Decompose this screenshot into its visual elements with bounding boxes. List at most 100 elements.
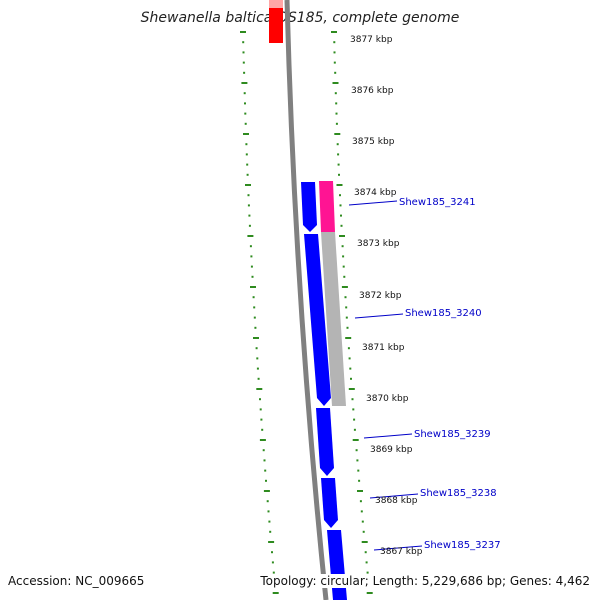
minor-tick xyxy=(248,214,251,217)
minor-tick xyxy=(337,153,340,156)
minor-tick xyxy=(248,224,251,227)
gene-arrow-3238[interactable] xyxy=(321,478,338,528)
minor-tick xyxy=(259,398,261,401)
major-tick xyxy=(334,133,341,135)
minor-tick xyxy=(243,71,246,74)
gene-label-3239[interactable]: Shew185_3239 xyxy=(414,429,491,440)
left-tick-track xyxy=(240,31,279,594)
minor-tick xyxy=(246,173,249,176)
major-tick xyxy=(272,592,279,594)
gene-arrow-3241[interactable] xyxy=(301,182,317,232)
gray-feature-band xyxy=(321,232,346,406)
kbp-label: 3870 kbp xyxy=(366,394,409,404)
minor-tick xyxy=(333,41,336,44)
minor-tick xyxy=(366,571,369,574)
kbp-label: 3876 kbp xyxy=(351,86,394,96)
minor-tick xyxy=(253,316,256,319)
minor-tick xyxy=(343,275,346,278)
kbp-label: 3877 kbp xyxy=(350,35,393,45)
minor-tick xyxy=(249,245,252,248)
minor-tick xyxy=(256,357,259,360)
minor-tick xyxy=(265,479,267,482)
major-tick xyxy=(268,541,275,543)
minor-tick xyxy=(360,510,363,513)
minor-tick xyxy=(342,265,345,268)
kbp-label: 3873 kbp xyxy=(357,239,400,249)
leader-line-3237 xyxy=(373,545,423,551)
major-tick xyxy=(259,439,266,441)
gene-arrow-3239[interactable] xyxy=(316,408,334,476)
minor-tick xyxy=(268,520,271,523)
minor-tick xyxy=(247,194,250,197)
minor-tick xyxy=(339,204,342,207)
minor-tick xyxy=(252,296,255,299)
gene-label-3241[interactable]: Shew185_3241 xyxy=(399,197,476,208)
kbp-label: 3871 kbp xyxy=(362,343,405,353)
minor-tick xyxy=(351,398,354,401)
minor-tick xyxy=(352,408,355,411)
minor-tick xyxy=(335,112,338,115)
minor-tick xyxy=(264,469,267,472)
minor-tick xyxy=(349,367,352,370)
minor-tick xyxy=(346,326,349,329)
minor-tick xyxy=(337,163,340,166)
kbp-label: 3867 kbp xyxy=(380,547,423,557)
major-tick xyxy=(336,184,343,186)
minor-tick xyxy=(256,367,259,370)
major-tick xyxy=(241,82,248,84)
minor-tick xyxy=(271,551,273,554)
minor-tick xyxy=(348,357,351,360)
minor-tick xyxy=(247,204,250,207)
minor-tick xyxy=(357,469,360,472)
minor-tick xyxy=(259,408,262,411)
gene-label-3238[interactable]: Shew185_3238 xyxy=(420,488,497,499)
minor-tick xyxy=(335,122,338,125)
major-tick xyxy=(332,82,339,84)
pink-feature-block[interactable] xyxy=(319,181,335,232)
gene-arrow-3240[interactable] xyxy=(304,234,331,406)
minor-tick xyxy=(272,571,275,574)
gene-arrow-3237[interactable] xyxy=(327,530,347,600)
major-tick xyxy=(366,592,373,594)
minor-tick xyxy=(353,428,356,431)
minor-tick xyxy=(243,92,246,95)
minor-tick xyxy=(253,306,256,309)
minor-tick xyxy=(246,163,249,166)
minor-tick xyxy=(269,530,272,533)
major-tick xyxy=(243,133,249,135)
minor-tick xyxy=(347,347,350,350)
minor-tick xyxy=(271,561,274,564)
minor-tick xyxy=(359,500,362,503)
minor-tick xyxy=(250,265,253,268)
major-tick xyxy=(348,388,355,390)
kbp-label: 3869 kbp xyxy=(370,445,413,455)
minor-tick xyxy=(242,41,245,44)
major-tick xyxy=(240,31,246,33)
right-tick-track xyxy=(331,31,373,594)
minor-tick xyxy=(245,153,248,156)
minor-tick xyxy=(356,459,359,462)
major-tick xyxy=(247,235,254,237)
minor-tick xyxy=(266,500,269,503)
minor-tick xyxy=(260,418,263,421)
minor-tick xyxy=(335,102,338,105)
red-feature-block[interactable] xyxy=(269,0,283,43)
minor-tick xyxy=(262,449,265,452)
gene-label-3237[interactable]: Shew185_3237 xyxy=(424,540,501,551)
minor-tick xyxy=(365,561,368,564)
minor-tick xyxy=(242,51,245,54)
kbp-label: 3872 kbp xyxy=(359,291,402,301)
minor-tick xyxy=(341,245,344,248)
minor-tick xyxy=(350,377,352,380)
major-tick xyxy=(341,286,348,288)
minor-tick xyxy=(244,122,247,125)
major-tick xyxy=(361,541,368,543)
minor-tick xyxy=(263,459,266,462)
major-tick xyxy=(357,490,363,492)
minor-tick xyxy=(364,551,367,554)
minor-tick xyxy=(345,306,348,309)
major-tick xyxy=(253,337,259,339)
gene-label-3240[interactable]: Shew185_3240 xyxy=(405,308,482,319)
minor-tick xyxy=(334,92,337,95)
